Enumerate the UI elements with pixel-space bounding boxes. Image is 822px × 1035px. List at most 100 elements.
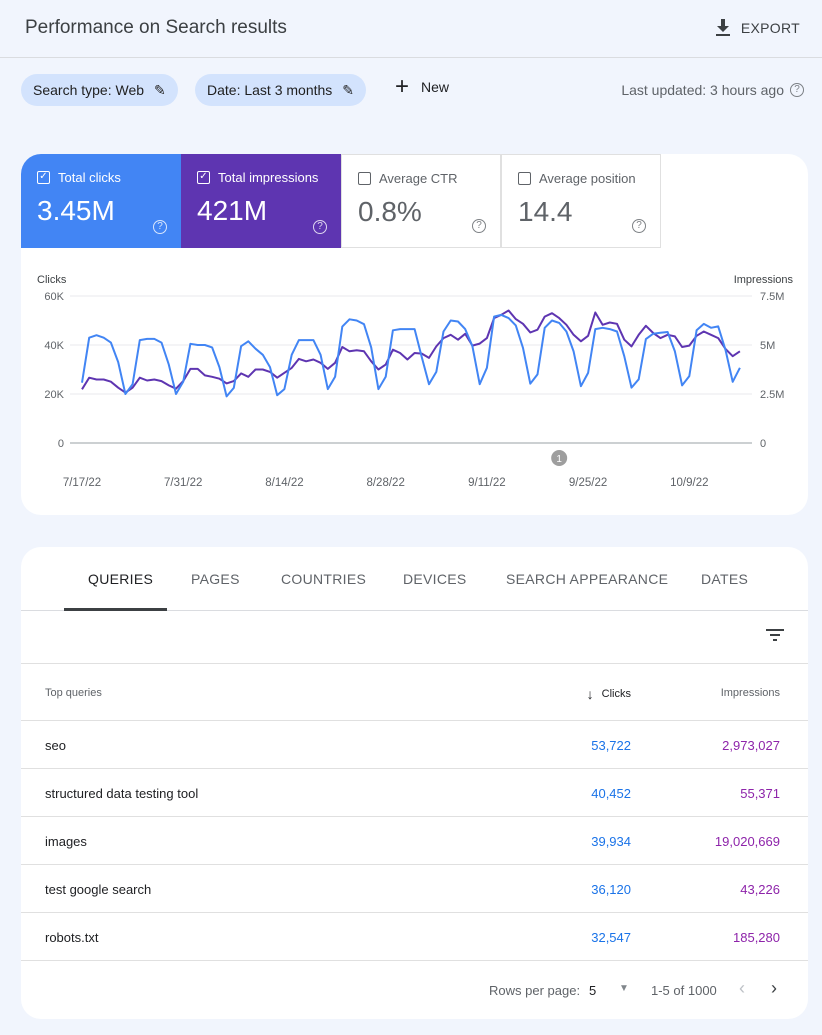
left-tick-label: 60K: [44, 291, 64, 303]
clicks-cell: 32,547: [591, 930, 631, 945]
chip-label: Date: Last 3 months: [207, 82, 333, 98]
help-icon[interactable]: ?: [472, 219, 486, 233]
table-row[interactable]: images 39,934 19,020,669: [21, 817, 808, 865]
metric-average-ctr[interactable]: Average CTR 0.8% ?: [341, 154, 501, 248]
tab-search-appearance[interactable]: SEARCH APPEARANCE: [506, 571, 669, 587]
table-row[interactable]: seo 53,722 2,973,027: [21, 721, 808, 769]
metric-value: 3.45M: [37, 195, 115, 226]
tab-bar: QUERIES PAGES COUNTRIES DEVICES SEARCH A…: [21, 547, 808, 611]
metric-total-impressions[interactable]: ✓ Total impressions 421M ?: [181, 154, 341, 248]
performance-chart-card: ✓ Total clicks 3.45M ? ✓ Total impressions…: [21, 154, 808, 515]
x-tick-label: 8/14/22: [265, 477, 303, 489]
column-clicks[interactable]: ↓ Clicks: [587, 686, 631, 702]
help-icon[interactable]: ?: [632, 219, 646, 233]
metric-label: Total impressions: [218, 170, 319, 185]
table-header: Top queries ↓ Clicks Impressions: [21, 663, 808, 721]
date-chip[interactable]: Date: Last 3 months ✎: [195, 74, 367, 106]
impressions-cell: 43,226: [740, 882, 780, 897]
rows-per-page-value: 5: [589, 983, 597, 998]
x-tick-label: 9/25/22: [569, 477, 607, 489]
metric-average-position[interactable]: Average position 14.4 ?: [501, 154, 661, 248]
query-cell: robots.txt: [45, 930, 99, 945]
rows-per-page-label: Rows per page:: [489, 983, 581, 998]
right-axis-title: Impressions: [734, 274, 794, 286]
column-clicks-label: Clicks: [601, 688, 631, 700]
column-impressions[interactable]: Impressions: [720, 687, 780, 699]
new-filter-button[interactable]: + New: [395, 73, 450, 100]
x-tick-label: 10/9/22: [670, 477, 708, 489]
tab-devices[interactable]: DEVICES: [403, 571, 467, 587]
active-tab-indicator: [64, 608, 167, 611]
page-title: Performance on Search results: [25, 17, 287, 38]
metric-value: 14.4: [518, 196, 573, 227]
column-top-queries[interactable]: Top queries: [45, 687, 102, 699]
export-button[interactable]: EXPORT: [715, 19, 800, 37]
tab-countries[interactable]: COUNTRIES: [281, 571, 367, 587]
tab-dates[interactable]: DATES: [701, 571, 749, 587]
clicks-cell: 53,722: [591, 738, 631, 753]
performance-chart: Clicks Impressions 0 0 20K 2.5M 40K 5M 60K 7.5M 7/…: [37, 274, 794, 489]
series-line-clicks: [81, 313, 741, 398]
annotation-marker: [551, 450, 568, 466]
help-icon[interactable]: ?: [313, 220, 327, 234]
checkbox-checked-icon[interactable]: ✓: [197, 171, 210, 184]
table-row[interactable]: robots.txt 32,547 185,280: [21, 913, 808, 961]
x-tick-label: 7/31/22: [164, 477, 202, 489]
right-tick-label: 0: [760, 438, 766, 450]
metric-value: 0.8%: [358, 196, 422, 227]
right-tick-label: 2.5M: [760, 389, 784, 401]
pagination: Rows per page: 5 ▼ 1-5 of 1000 ‹ ›: [21, 961, 808, 1019]
metric-label: Average position: [539, 171, 636, 186]
sort-down-arrow-icon: ↓: [586, 686, 594, 702]
impressions-cell: 2,973,027: [722, 738, 780, 753]
query-cell: test google search: [45, 882, 152, 897]
help-icon[interactable]: ?: [153, 220, 167, 234]
query-cell: seo: [45, 738, 66, 753]
table-row[interactable]: structured data testing tool 40,452 55,371: [21, 769, 808, 817]
x-tick-label: 9/11/22: [468, 477, 506, 489]
series-line-impressions: [81, 309, 741, 394]
export-label: EXPORT: [740, 20, 800, 36]
left-axis-title: Clicks: [37, 274, 67, 286]
checkbox-checked-icon[interactable]: ✓: [37, 171, 50, 184]
metric-total-clicks[interactable]: ✓ Total clicks 3.45M ?: [21, 154, 181, 248]
table-row[interactable]: test google search 36,120 43,226: [21, 865, 808, 913]
metric-label: Average CTR: [379, 171, 458, 186]
x-tick-label: 7/17/22: [63, 477, 101, 489]
annotation-label: 1: [556, 454, 562, 465]
x-tick-label: 8/28/22: [366, 477, 404, 489]
right-tick-label: 7.5M: [760, 291, 784, 303]
chip-label: Search type: Web: [33, 82, 145, 98]
query-cell: images: [45, 834, 87, 849]
query-cell: structured data testing tool: [45, 786, 199, 801]
tab-pages[interactable]: PAGES: [191, 571, 240, 587]
filter-icon[interactable]: [766, 629, 784, 641]
checkbox-icon[interactable]: [358, 172, 371, 185]
plus-icon: +: [395, 73, 410, 100]
page-header: Performance on Search results EXPORT: [0, 0, 822, 58]
page-range: 1-5 of 1000: [651, 983, 717, 998]
new-label: New: [421, 79, 450, 95]
download-icon: [715, 19, 730, 36]
dropdown-arrow-icon: ▼: [619, 983, 629, 994]
impressions-cell: 185,280: [733, 930, 780, 945]
checkbox-icon[interactable]: [518, 172, 531, 185]
rows-per-page-select[interactable]: 5 ▼: [589, 980, 639, 1002]
table-card: QUERIES PAGES COUNTRIES DEVICES SEARCH A…: [21, 547, 808, 1019]
clicks-cell: 36,120: [591, 882, 631, 897]
search-type-chip[interactable]: Search type: Web ✎: [21, 74, 178, 106]
next-page-icon[interactable]: ›: [771, 978, 777, 998]
left-tick-label: 0: [58, 438, 64, 450]
last-updated: Last updated: 3 hours ago ?: [621, 82, 804, 98]
impressions-cell: 19,020,669: [714, 834, 780, 849]
help-icon[interactable]: ?: [790, 83, 804, 97]
clicks-cell: 40,452: [591, 786, 631, 801]
pencil-icon: ✎: [342, 81, 355, 98]
metric-value: 421M: [197, 195, 268, 226]
left-tick-label: 40K: [44, 340, 64, 352]
last-updated-text: Last updated: 3 hours ago: [621, 82, 784, 98]
previous-page-icon[interactable]: ‹: [739, 978, 745, 998]
left-tick-label: 20K: [44, 389, 64, 401]
tab-queries[interactable]: QUERIES: [88, 571, 154, 587]
pencil-icon: ✎: [154, 81, 166, 98]
